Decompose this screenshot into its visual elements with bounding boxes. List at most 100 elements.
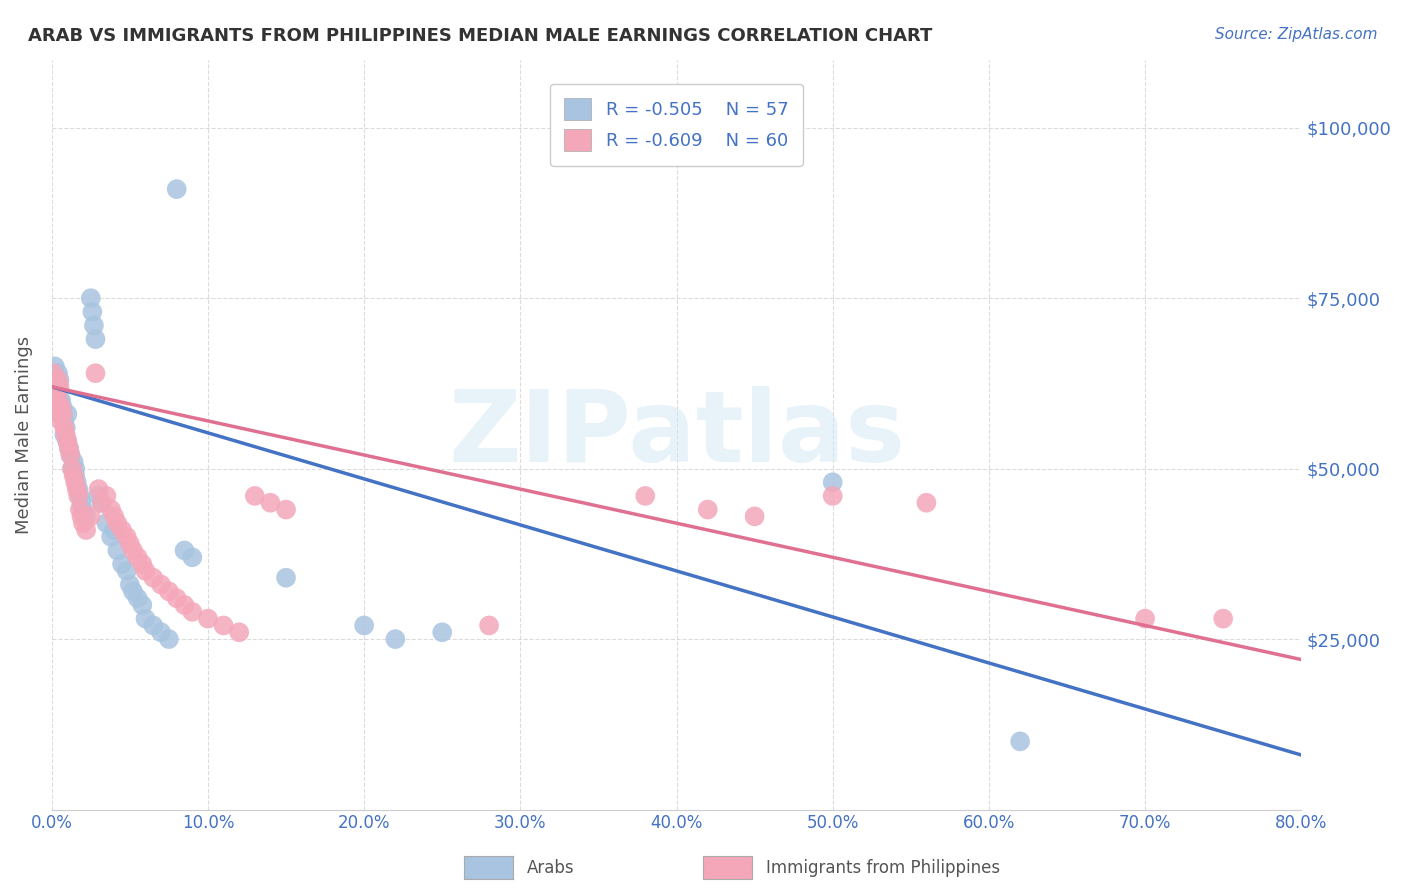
Point [52,401,75,415]
Point [83,318,105,333]
Y-axis label: Median Male Earnings: Median Male Earnings [15,335,32,533]
Point [59,448,82,462]
Point [96,516,118,531]
Point [122,584,145,599]
Point [45,373,67,387]
Point [63,475,86,490]
Point [197,612,219,626]
Point [49,414,72,428]
Point [96,489,118,503]
Point [48,393,70,408]
Point [70,496,93,510]
Point [87,489,110,503]
Point [111,523,134,537]
Point [696,502,718,516]
Point [58,441,80,455]
Point [72,516,94,531]
Text: Arabs: Arabs [527,859,575,877]
Point [80,509,103,524]
Point [80,291,103,305]
Point [157,584,180,599]
Point [45,386,67,401]
Point [48,373,70,387]
Point [46,393,69,408]
Point [134,612,156,626]
Point [49,401,72,415]
Point [353,618,375,632]
Point [1010,734,1032,748]
Point [821,475,844,490]
Point [49,393,72,408]
Point [72,502,94,516]
Point [1133,612,1156,626]
Point [52,407,75,421]
Point [60,461,83,475]
Point [131,598,153,612]
Point [173,598,195,612]
Point [274,502,297,516]
Point [42,366,65,380]
Point [44,359,66,374]
Point [56,434,79,449]
Point [70,509,93,524]
Point [274,571,297,585]
Point [90,496,112,510]
Point [62,455,84,469]
Point [56,434,79,449]
Point [181,605,204,619]
Point [59,448,82,462]
Point [53,421,76,435]
Point [118,577,141,591]
Point [56,407,79,421]
Point [84,332,107,346]
Point [478,618,501,632]
Point [63,468,86,483]
Point [75,523,97,537]
Point [63,461,86,475]
Point [42,380,65,394]
Point [75,509,97,524]
Point [67,489,90,503]
Point [150,577,173,591]
Point [48,407,70,421]
Point [46,366,69,380]
Point [55,421,77,435]
Point [100,502,122,516]
Point [53,427,76,442]
Point [48,380,70,394]
Point [90,496,112,510]
Point [166,591,188,606]
Point [181,550,204,565]
Point [58,441,80,455]
Point [46,380,69,394]
Point [127,591,149,606]
Point [67,482,90,496]
Point [212,618,235,632]
Point [228,625,250,640]
Point [46,373,69,387]
Point [166,182,188,196]
Point [131,557,153,571]
Point [66,475,89,490]
Point [142,618,165,632]
Point [634,489,657,503]
Point [103,523,125,537]
Text: ZIPatlas: ZIPatlas [449,386,905,483]
Point [62,468,84,483]
Point [744,509,766,524]
Point [55,427,77,442]
Point [100,530,122,544]
Point [105,543,128,558]
Point [49,407,72,421]
Text: Source: ZipAtlas.com: Source: ZipAtlas.com [1215,27,1378,42]
Point [384,632,406,646]
Legend: R = -0.505    N = 57, R = -0.609    N = 60: R = -0.505 N = 57, R = -0.609 N = 60 [550,84,803,166]
Point [915,496,938,510]
Point [66,482,89,496]
Point [259,496,281,510]
Point [150,625,173,640]
Point [69,489,91,503]
Point [115,564,138,578]
Point [115,530,138,544]
Point [53,414,76,428]
